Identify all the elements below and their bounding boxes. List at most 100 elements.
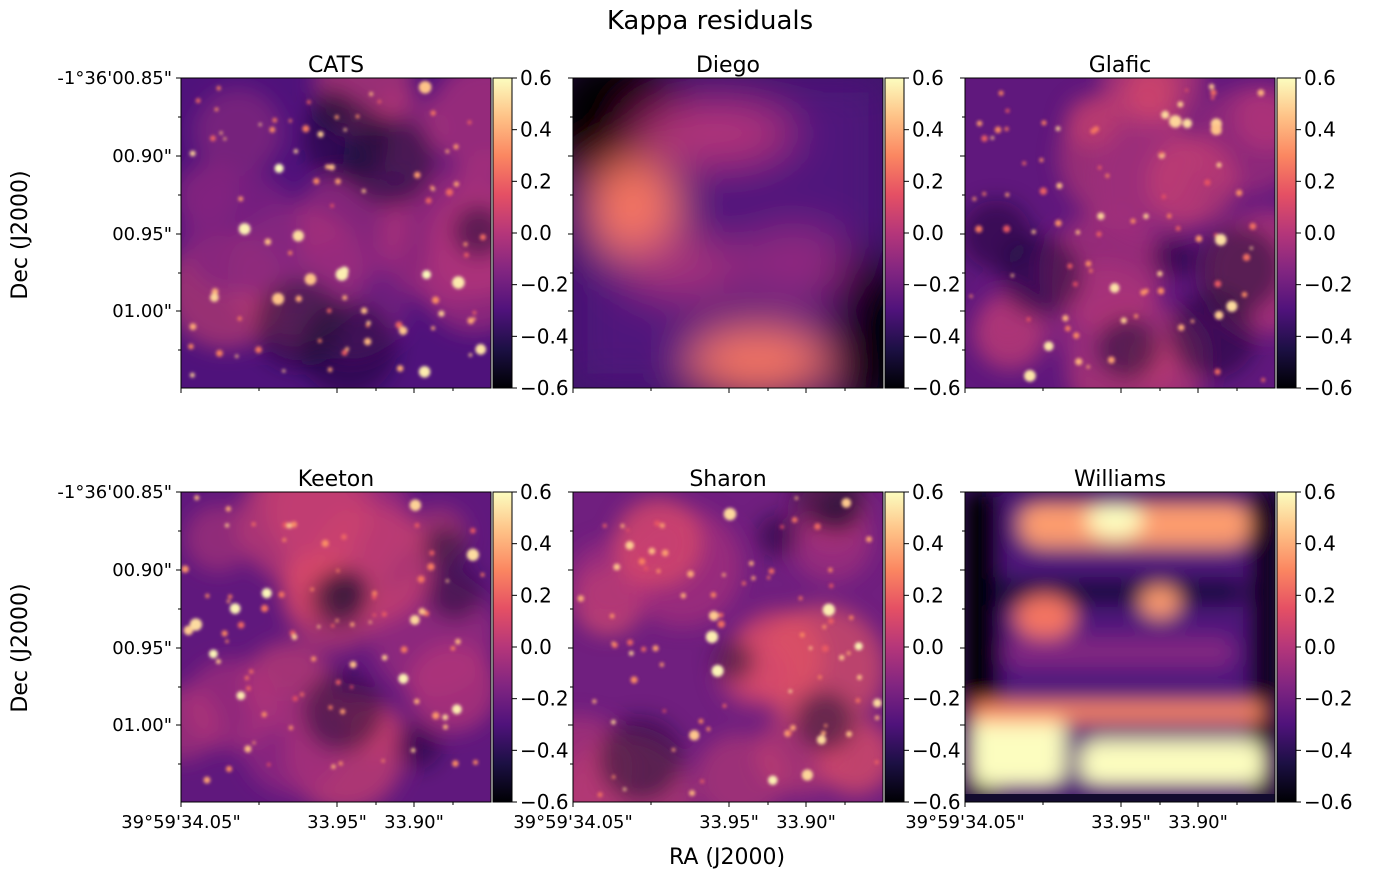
- galaxy-halo: [748, 560, 754, 566]
- panel-title: Glafic: [1089, 53, 1152, 78]
- x-tick-label: 33.90": [1168, 812, 1228, 833]
- galaxy-halo: [787, 731, 792, 736]
- galaxy-halo: [479, 234, 487, 241]
- heatmap-panel-diego: Diego 0.6 0.4 0.2 0.0 −0.2 −0.4 −0.6: [568, 53, 961, 400]
- galaxy-halo: [662, 709, 666, 713]
- galaxy-halo: [261, 588, 272, 599]
- galaxy-halo: [317, 625, 321, 629]
- galaxy-halo: [336, 569, 340, 573]
- underdense-blob: [814, 492, 864, 535]
- galaxy-halo: [338, 761, 343, 766]
- colorbar-tick-label: −0.2: [912, 273, 961, 297]
- galaxy-halo: [427, 563, 435, 571]
- galaxy-halo: [1041, 120, 1047, 126]
- diffuse-mass-blob: [184, 504, 253, 572]
- galaxy-halo: [189, 618, 203, 631]
- galaxy-halo: [331, 764, 336, 770]
- galaxy-halo: [302, 125, 310, 133]
- galaxy-halo: [1072, 281, 1078, 287]
- colorbar-tick-label: 0.6: [912, 480, 944, 504]
- galaxy-halo: [468, 353, 473, 357]
- galaxy-halo: [791, 517, 798, 523]
- galaxy-halo: [328, 164, 335, 171]
- galaxy-halo: [1093, 126, 1100, 132]
- galaxy-halo: [264, 238, 272, 246]
- galaxy-halo: [976, 120, 983, 127]
- galaxy-halo: [188, 343, 194, 350]
- galaxy-halo: [343, 128, 347, 132]
- galaxy-halo: [237, 621, 245, 629]
- diffuse-mass-blob: [1233, 85, 1275, 151]
- galaxy-halo: [1086, 365, 1090, 369]
- galaxy-halo: [445, 579, 449, 583]
- galaxy-halo: [334, 115, 339, 120]
- colorbar-tick-label: 0.6: [520, 66, 552, 90]
- galaxy-halo: [1062, 315, 1069, 322]
- galaxy-halo: [208, 649, 218, 659]
- galaxy-halo: [1005, 192, 1010, 197]
- galaxy-halo: [467, 120, 472, 125]
- panel-title: Diego: [696, 53, 760, 78]
- y-tick-label: 00.90": [112, 560, 172, 581]
- galaxy-halo: [396, 365, 404, 372]
- galaxy-halo: [472, 310, 477, 315]
- galaxy-halo: [282, 369, 286, 373]
- galaxy-halo: [400, 646, 408, 653]
- galaxy-halo: [622, 787, 627, 791]
- galaxy-halo: [975, 225, 983, 233]
- galaxy-halo: [368, 620, 372, 624]
- colorbar-tick-label: 0.4: [912, 118, 944, 142]
- galaxy-halo: [372, 613, 377, 617]
- galaxy-halo: [613, 563, 621, 571]
- diffuse-mass-blob: [1147, 135, 1239, 227]
- galaxy-halo: [215, 659, 221, 664]
- galaxy-halo: [398, 326, 408, 335]
- galaxy-halo: [269, 126, 276, 133]
- galaxy-halo: [998, 90, 1004, 96]
- heatmap-image: [573, 492, 883, 802]
- colorbar-tick-label: −0.2: [1304, 687, 1353, 711]
- galaxy-halo: [990, 136, 995, 140]
- galaxy-halo: [317, 131, 324, 138]
- underdense-region: [573, 78, 683, 188]
- galaxy-halo: [602, 523, 607, 528]
- galaxy-halo: [829, 583, 834, 589]
- galaxy-halo: [816, 735, 827, 745]
- galaxy-halo: [808, 646, 813, 650]
- galaxy-halo: [413, 698, 420, 705]
- galaxy-halo: [409, 614, 420, 625]
- x-tick-label: 33.90": [776, 812, 836, 833]
- galaxy-halo: [828, 567, 833, 573]
- galaxy-halo: [1166, 213, 1172, 219]
- panels-group: CATS -1°36'00.85" 00.90" 00.95" 01.00" 0.6 0.4…: [57, 53, 1353, 833]
- overdense-region: [633, 103, 793, 163]
- galaxy-halo: [1185, 88, 1189, 92]
- galaxy-halo: [1214, 368, 1221, 375]
- diffuse-mass-blob: [260, 492, 376, 561]
- y-axis-label-top: Dec (J2000): [8, 170, 33, 299]
- galaxy-halo: [818, 675, 822, 680]
- underdense-blob: [322, 568, 371, 617]
- galaxy-halo: [438, 310, 445, 317]
- galaxy-halo: [1004, 126, 1009, 132]
- y-tick-label: -1°36'00.85": [57, 482, 172, 503]
- galaxy-halo: [1204, 179, 1211, 186]
- colorbar-tick-label: 0.2: [1304, 169, 1336, 193]
- galaxy-halo: [299, 692, 305, 697]
- galaxy-halo: [475, 344, 487, 355]
- colorbar-tick-label: −0.2: [912, 687, 961, 711]
- galaxy-halo: [189, 150, 196, 157]
- galaxy-halo: [216, 349, 223, 357]
- galaxy-halo: [327, 367, 333, 373]
- overdense-blob: [1140, 586, 1180, 618]
- galaxy-halo: [768, 775, 778, 786]
- diffuse-mass-blob: [629, 514, 687, 572]
- diffuse-mass-blob: [757, 604, 883, 732]
- panel-frame: [572, 77, 884, 389]
- galaxy-halo: [210, 135, 216, 142]
- colorbar-tick-label: −0.2: [1304, 273, 1353, 297]
- galaxy-halo: [689, 790, 696, 797]
- galaxy-halo: [335, 618, 339, 623]
- galaxy-halo: [1157, 287, 1165, 295]
- x-tick-label: 39°59'34.05": [121, 812, 241, 833]
